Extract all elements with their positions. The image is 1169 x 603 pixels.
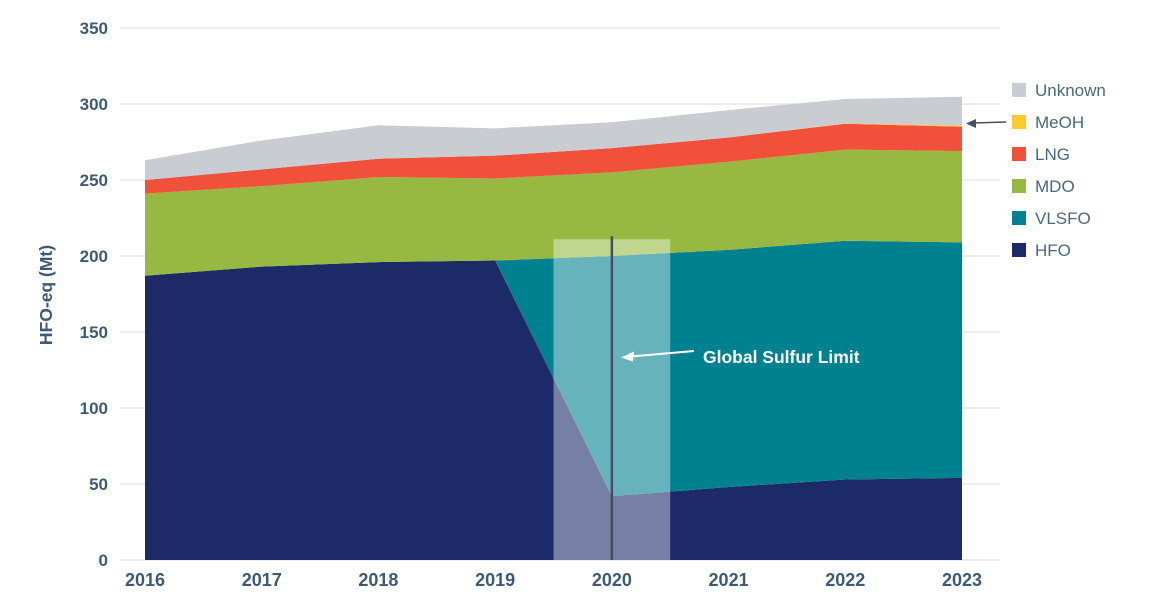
- legend-swatch-mdo: [1012, 179, 1026, 193]
- area-lng: [145, 123, 962, 194]
- legend-item-lng: LNG: [1012, 138, 1106, 170]
- legend-label-vlsfo: VLSFO: [1035, 208, 1091, 228]
- y-tick-label: 250: [80, 171, 108, 190]
- area-mdo: [145, 149, 962, 276]
- x-tick-label: 2016: [125, 570, 165, 590]
- y-tick-label: 150: [80, 323, 108, 342]
- legend-label-unknown: Unknown: [1035, 80, 1106, 100]
- area-unknown: [145, 96, 962, 180]
- annotation-arrowhead-icon: [621, 351, 634, 362]
- legend-swatch-meoh: [1012, 115, 1026, 129]
- x-tick-label: 2018: [358, 570, 398, 590]
- legend-item-hfo: HFO: [1012, 234, 1106, 266]
- annotation-arrow-icon: [629, 350, 695, 358]
- legend-swatch-hfo: [1012, 243, 1026, 257]
- legend-label-meoh: MeOH: [1035, 112, 1085, 132]
- meoh-pointer-line-icon: [972, 121, 1007, 124]
- legend-swatch-vlsfo: [1012, 211, 1026, 225]
- y-tick-label: 350: [80, 19, 108, 38]
- y-tick-label: 50: [89, 475, 108, 494]
- legend: Unknown MeOH LNG MDO VLSFO HFO: [1012, 74, 1106, 266]
- legend-item-vlsfo: VLSFO: [1012, 202, 1106, 234]
- legend-swatch-unknown: [1012, 83, 1026, 97]
- legend-item-unknown: Unknown: [1012, 74, 1106, 106]
- x-tick-label: 2019: [475, 570, 515, 590]
- legend-swatch-lng: [1012, 147, 1026, 161]
- legend-label-lng: LNG: [1035, 144, 1070, 164]
- legend-item-mdo: MDO: [1012, 170, 1106, 202]
- y-tick-label: 0: [99, 551, 108, 570]
- meoh-pointer-arrowhead-icon: [966, 119, 976, 128]
- x-tick-label: 2021: [709, 570, 749, 590]
- annotation-label: Global Sulfur Limit: [703, 347, 860, 367]
- y-tick-label: 200: [80, 247, 108, 266]
- x-tick-label: 2017: [242, 570, 282, 590]
- x-tick-label: 2022: [825, 570, 865, 590]
- y-tick-label: 100: [80, 399, 108, 418]
- legend-label-hfo: HFO: [1035, 240, 1071, 260]
- area-hfo: [145, 260, 962, 560]
- y-axis-label: HFO-eq (Mt): [36, 245, 56, 345]
- x-tick-label: 2023: [942, 570, 982, 590]
- y-tick-label: 300: [80, 95, 108, 114]
- x-tick-label: 2020: [592, 570, 632, 590]
- area-vlsfo: [145, 240, 962, 497]
- legend-label-mdo: MDO: [1035, 176, 1075, 196]
- legend-item-meoh: MeOH: [1012, 106, 1106, 138]
